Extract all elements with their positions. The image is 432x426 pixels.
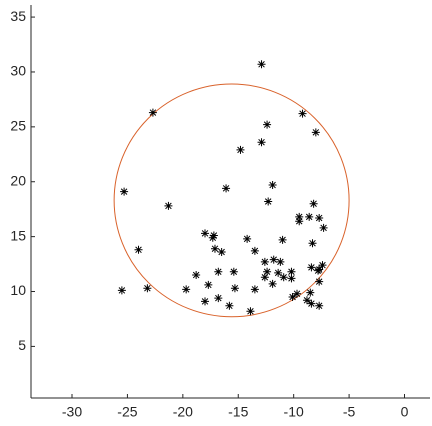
point <box>182 285 191 294</box>
point <box>134 245 143 254</box>
x-tick-label: -10 <box>284 404 304 420</box>
point <box>306 288 315 297</box>
point <box>201 297 210 306</box>
point <box>225 301 234 310</box>
x-tick-label: -15 <box>228 404 248 420</box>
y-tick-label: 10 <box>10 282 26 298</box>
point <box>263 267 272 276</box>
fit-circle <box>113 83 350 318</box>
point <box>229 267 238 276</box>
point <box>243 234 252 243</box>
point <box>210 244 219 253</box>
point <box>214 294 223 303</box>
point <box>164 201 173 210</box>
y-tick-label: 25 <box>10 118 26 134</box>
point <box>302 296 311 305</box>
point <box>250 246 259 255</box>
point <box>250 285 259 294</box>
point <box>276 257 285 266</box>
point <box>278 235 287 244</box>
point <box>236 145 245 154</box>
point <box>260 257 269 266</box>
point <box>295 217 304 226</box>
point <box>308 239 317 248</box>
point <box>268 279 277 288</box>
point <box>204 280 213 289</box>
y-tick-label: 30 <box>10 63 26 79</box>
point <box>274 268 283 277</box>
point <box>217 247 226 256</box>
point <box>307 263 316 272</box>
point <box>148 108 157 117</box>
point <box>208 233 217 242</box>
point <box>214 267 223 276</box>
y-tick-label: 35 <box>10 8 26 24</box>
point <box>318 261 327 270</box>
point <box>293 289 301 298</box>
point <box>260 273 269 282</box>
point <box>222 184 231 193</box>
point <box>192 271 201 280</box>
point <box>269 255 278 264</box>
y-tick-label: 5 <box>18 337 26 353</box>
point <box>287 274 296 283</box>
x-tick-label: -30 <box>62 404 82 420</box>
point <box>298 109 307 118</box>
x-tick-label: -25 <box>117 404 137 420</box>
point <box>264 197 273 206</box>
point <box>230 284 239 293</box>
x-tick-label: 0 <box>401 404 409 420</box>
point <box>246 307 255 316</box>
point <box>143 284 152 293</box>
point <box>287 267 296 276</box>
point <box>263 120 272 129</box>
point <box>314 266 323 275</box>
point <box>117 286 126 295</box>
point <box>307 299 316 308</box>
point <box>315 301 324 310</box>
point <box>268 181 277 190</box>
point <box>305 212 314 221</box>
point <box>309 199 318 208</box>
point <box>120 187 129 196</box>
point <box>201 229 210 238</box>
x-tick-label: -5 <box>343 404 356 420</box>
point <box>257 60 266 69</box>
point <box>315 213 324 222</box>
point <box>209 231 218 240</box>
point <box>279 273 288 282</box>
point <box>311 128 320 137</box>
point <box>319 223 328 232</box>
x-tick-label: -20 <box>173 404 193 420</box>
y-tick-label: 20 <box>10 172 26 188</box>
point <box>295 212 304 221</box>
y-tick-label: 15 <box>10 227 26 243</box>
point <box>288 293 297 302</box>
point <box>257 138 266 147</box>
point <box>315 277 324 286</box>
